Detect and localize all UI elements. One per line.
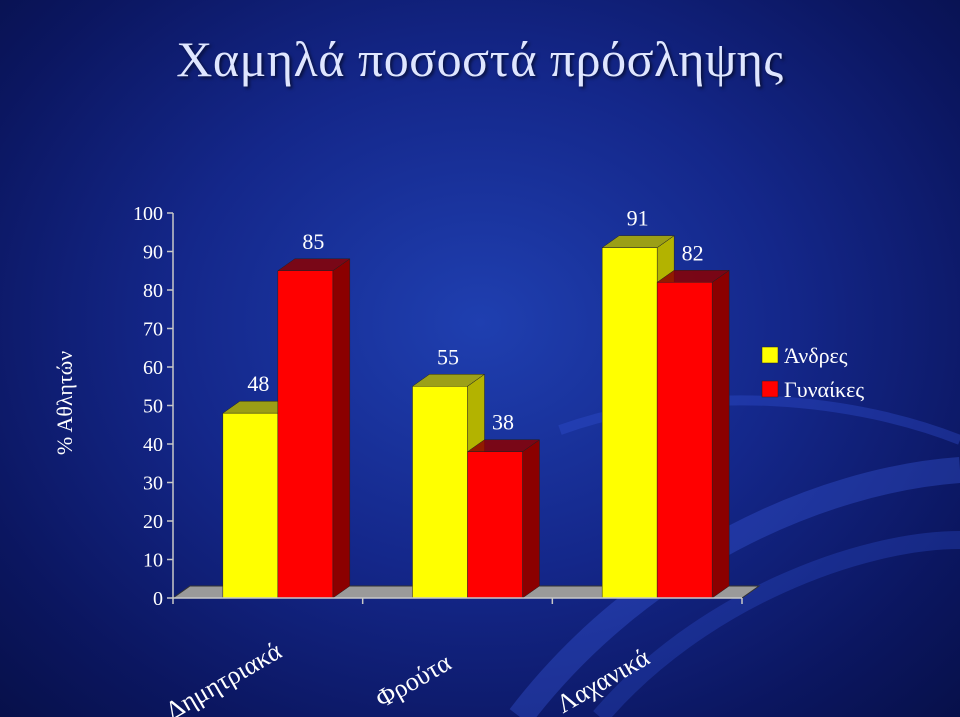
bar-Γυναίκες-Δημητριακά: 85 (277, 229, 351, 599)
data-label: 91 (627, 206, 649, 231)
data-label: 38 (492, 410, 514, 435)
y-tick-label-60: 60 (143, 357, 163, 379)
bar-front (412, 386, 468, 599)
y-axis: 0 10 20 30 40 50 60 70 80 90 100 (133, 203, 174, 610)
legend-label: Άνδρες (784, 343, 848, 368)
y-tick-label-70: 70 (143, 319, 163, 341)
bar-front (601, 247, 658, 599)
legend-item-Γυναίκες: Γυναίκες (761, 377, 864, 402)
data-label: 55 (437, 344, 459, 369)
legend-swatch (761, 380, 779, 398)
y-tick-label-100: 100 (133, 203, 163, 225)
bar-Άνδρες-Φρούτα: 55 (411, 344, 486, 599)
bar-front (467, 451, 523, 599)
bar-side (711, 269, 730, 599)
bar-front (656, 282, 713, 599)
y-tick-label-90: 90 (143, 242, 163, 264)
bar-Γυναίκες-Φρούτα: 38 (466, 410, 541, 599)
y-tick-label-10: 10 (143, 550, 163, 572)
legend: Άνδρες Γυναίκες (761, 343, 864, 402)
y-tick-label-80: 80 (143, 280, 163, 302)
y-tick-label-30: 30 (143, 473, 163, 495)
data-label: 48 (247, 371, 269, 396)
data-label: 85 (302, 229, 324, 254)
bars-layer: 48 85 55 38 91 82 (222, 206, 730, 599)
x-category-label: Δημητριακά (161, 636, 287, 717)
bar-side (332, 258, 351, 599)
data-label: 82 (682, 240, 704, 265)
y-tick-label-20: 20 (143, 511, 163, 533)
bar-Γυναίκες-Λαχανικά: 82 (656, 240, 730, 599)
y-tick-label-50: 50 (143, 396, 163, 418)
slide-title: Χαμηλά ποσοστά πρόσληψης (176, 31, 784, 87)
bar-front (277, 270, 334, 599)
legend-swatch (761, 346, 779, 364)
background-swirl (509, 395, 960, 717)
x-category-label: Φρούτα (371, 647, 457, 713)
bar-front (222, 412, 279, 599)
y-tick-label-0: 0 (153, 588, 163, 610)
bar-side (522, 439, 540, 599)
legend-label: Γυναίκες (784, 377, 864, 402)
legend-item-Άνδρες: Άνδρες (761, 343, 848, 368)
y-axis-title: % Αθλητών (52, 351, 77, 455)
y-tick-label-40: 40 (143, 434, 163, 456)
